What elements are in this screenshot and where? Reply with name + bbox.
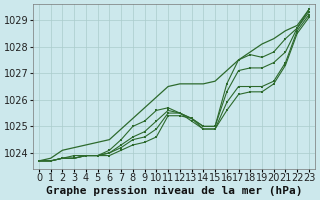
X-axis label: Graphe pression niveau de la mer (hPa): Graphe pression niveau de la mer (hPa) — [46, 186, 302, 196]
